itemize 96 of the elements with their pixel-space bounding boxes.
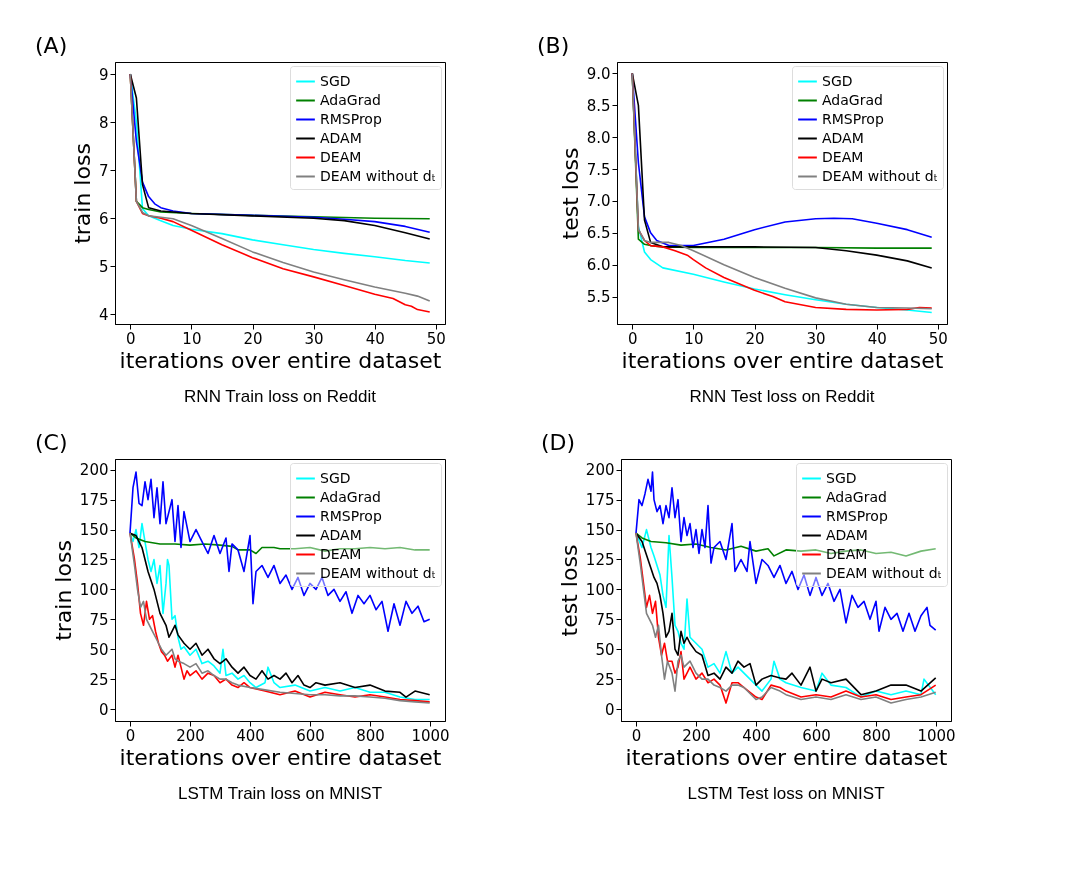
- text: (D): [541, 430, 576, 455]
- y-tick-label: 9.0: [586, 64, 611, 83]
- x-axis-title: iterations over entire dataset: [625, 744, 948, 770]
- legend-label: DEAM: [826, 545, 868, 562]
- legend-label: DEAM: [320, 148, 362, 165]
- y-tick-label: 175: [79, 491, 109, 510]
- x-tick-label: 0: [631, 726, 642, 745]
- y-tick-label: 9: [98, 65, 109, 84]
- legend-label: ADAM: [320, 526, 362, 543]
- x-tick-label: 0: [126, 329, 136, 348]
- legend-label: SGD: [320, 469, 351, 486]
- x-tick-label: 0: [125, 726, 136, 745]
- legend-label: RMSProp: [320, 110, 382, 127]
- y-tick-label: 200: [79, 461, 109, 480]
- y-tick-label: 50: [89, 640, 109, 659]
- legend-label: RMSProp: [822, 110, 884, 127]
- legend-label: RMSProp: [320, 507, 382, 524]
- x-tick-label: 20: [745, 329, 765, 348]
- y-tick-label: 125: [585, 550, 615, 569]
- y-tick-label: 7: [98, 161, 109, 180]
- y-tick-label: 6.5: [586, 224, 611, 243]
- y-tick-label: 0: [98, 700, 109, 719]
- y-tick-label: 75: [595, 610, 615, 629]
- y-tick-label: 5: [98, 257, 109, 276]
- x-tick-label: 0: [628, 329, 638, 348]
- x-tick-label: 50: [928, 329, 948, 348]
- text: LSTM Test loss on MNIST: [687, 784, 885, 803]
- y-tick-label: 4: [98, 305, 109, 324]
- legend-label: RMSProp: [826, 507, 888, 524]
- y-tick-label: 100: [79, 580, 109, 599]
- y-tick-label: 8: [98, 113, 109, 132]
- x-tick-label: 40: [867, 329, 887, 348]
- legend-label: ADAM: [826, 526, 868, 543]
- legend-label: DEAM: [822, 148, 864, 165]
- x-axis-title: iterations over entire dataset: [119, 744, 442, 770]
- x-tick-label: 1000: [411, 726, 450, 745]
- legend-label: AdaGrad: [826, 488, 887, 505]
- x-tick-label: 1000: [917, 726, 956, 745]
- y-tick-label: 25: [595, 670, 615, 689]
- y-tick-label: 150: [585, 521, 615, 540]
- x-tick-label: 30: [304, 329, 324, 348]
- text: (A): [35, 33, 68, 58]
- y-axis-title: train loss: [69, 143, 95, 244]
- y-tick-label: 7.0: [586, 192, 611, 211]
- y-axis-title: test loss: [557, 147, 583, 240]
- text: (B): [537, 33, 570, 58]
- x-tick-label: 800: [862, 726, 891, 745]
- legend-label: ADAM: [822, 129, 864, 146]
- legend-label: AdaGrad: [320, 91, 381, 108]
- y-axis-title: test loss: [556, 544, 582, 637]
- text: LSTM Train loss on MNIST: [177, 784, 383, 803]
- x-tick-label: 600: [802, 726, 831, 745]
- y-tick-label: 175: [585, 491, 615, 510]
- x-tick-label: 50: [426, 329, 446, 348]
- text: (C): [35, 430, 68, 455]
- x-tick-label: 30: [806, 329, 826, 348]
- text: RNN Test loss on Reddit: [689, 387, 875, 406]
- y-tick-label: 6: [98, 209, 109, 228]
- y-tick-label: 8.0: [586, 128, 611, 147]
- legend-label: AdaGrad: [320, 488, 381, 505]
- legend-label: SGD: [822, 72, 853, 89]
- y-tick-label: 100: [585, 580, 615, 599]
- text: RNN Train loss on Reddit: [184, 387, 377, 406]
- x-tick-label: 10: [182, 329, 202, 348]
- legend-label: AdaGrad: [822, 91, 883, 108]
- legend-label: DEAM without dₜ: [320, 564, 436, 581]
- y-tick-label: 150: [79, 521, 109, 540]
- x-axis-title: iterations over entire dataset: [119, 347, 442, 373]
- legend-label: DEAM without dₜ: [822, 167, 938, 184]
- legend-label: DEAM: [320, 545, 362, 562]
- y-tick-label: 25: [89, 670, 109, 689]
- x-tick-label: 20: [243, 329, 263, 348]
- y-tick-label: 200: [585, 461, 615, 480]
- x-tick-label: 10: [684, 329, 704, 348]
- y-tick-label: 6.0: [586, 256, 611, 275]
- x-tick-label: 800: [356, 726, 385, 745]
- legend-label: DEAM without dₜ: [320, 167, 436, 184]
- y-tick-label: 0: [604, 700, 615, 719]
- y-tick-label: 75: [89, 610, 109, 629]
- legend-label: SGD: [826, 469, 857, 486]
- x-tick-label: 400: [742, 726, 771, 745]
- y-tick-label: 8.5: [586, 96, 611, 115]
- x-tick-label: 200: [176, 726, 205, 745]
- legend-label: SGD: [320, 72, 351, 89]
- y-axis-title: train loss: [50, 540, 76, 641]
- legend-label: ADAM: [320, 129, 362, 146]
- x-tick-label: 40: [365, 329, 385, 348]
- x-tick-label: 200: [682, 726, 711, 745]
- y-tick-label: 7.5: [586, 160, 611, 179]
- y-tick-label: 50: [595, 640, 615, 659]
- x-axis-title: iterations over entire dataset: [621, 347, 944, 373]
- x-tick-label: 400: [236, 726, 265, 745]
- y-tick-label: 5.5: [586, 288, 611, 307]
- legend-label: DEAM without dₜ: [826, 564, 942, 581]
- x-tick-label: 600: [296, 726, 325, 745]
- y-tick-label: 125: [79, 550, 109, 569]
